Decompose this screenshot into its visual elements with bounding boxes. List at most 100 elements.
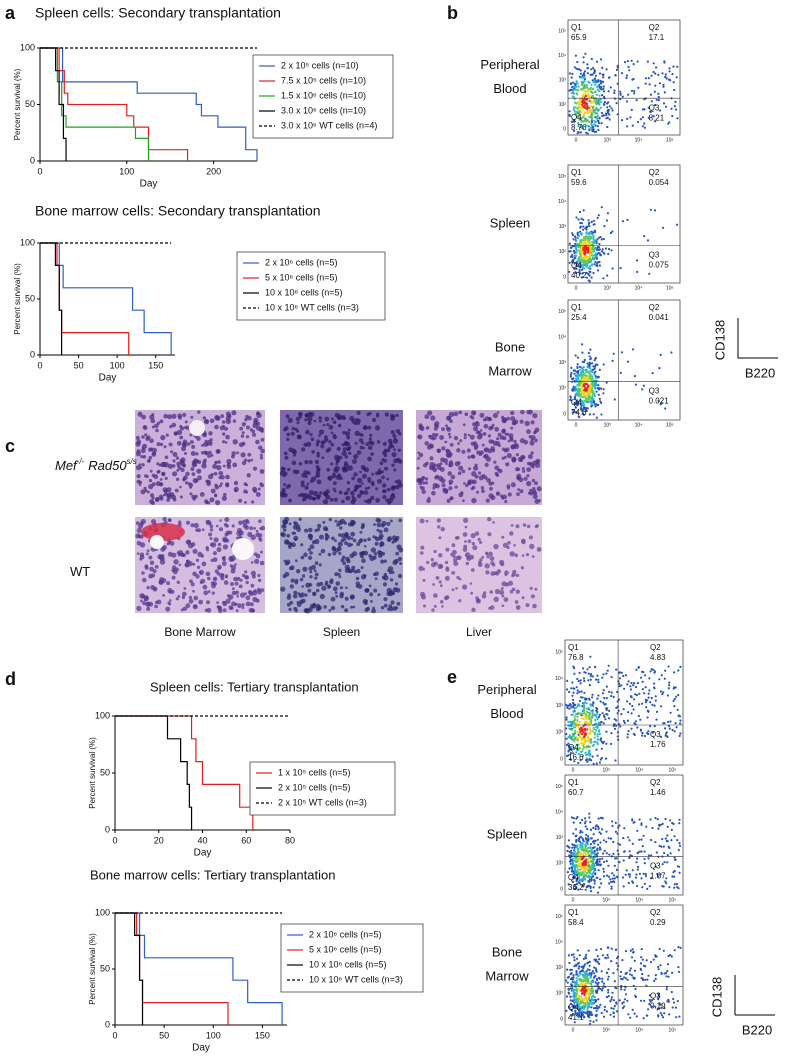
event-dot — [581, 736, 584, 740]
nucleus — [182, 412, 187, 418]
nucleus — [322, 423, 326, 427]
event-dot — [648, 677, 651, 680]
event-dot — [594, 719, 597, 722]
event-dot — [615, 857, 618, 860]
nucleus — [232, 587, 235, 591]
nucleus — [375, 497, 380, 503]
nucleus — [148, 455, 153, 460]
flow-y-tick-label: 10³ — [559, 360, 567, 366]
event-dot — [595, 1013, 598, 1017]
event-dot — [663, 677, 666, 680]
event-dot — [641, 731, 644, 735]
nucleus — [135, 521, 140, 525]
nucleus — [148, 484, 154, 490]
event-dot — [576, 366, 579, 369]
event-dot — [602, 722, 605, 725]
event-dot — [585, 838, 588, 841]
event-dot — [585, 981, 588, 984]
event-dot — [654, 72, 657, 75]
event-dot — [597, 817, 600, 820]
event-dot — [588, 224, 591, 228]
event-dot — [599, 101, 603, 104]
event-dot — [581, 371, 585, 374]
event-dot — [620, 351, 624, 354]
event-dot — [599, 832, 603, 835]
nucleus — [185, 550, 190, 555]
nucleus — [519, 419, 524, 424]
event-dot — [595, 257, 599, 260]
quadrant-value: 41.1 — [568, 1013, 584, 1022]
nucleus — [317, 494, 321, 498]
flow-x-tick-label: 10⁴ — [635, 422, 643, 428]
nucleus — [260, 448, 266, 454]
event-dot — [670, 990, 673, 994]
event-dot — [598, 962, 601, 966]
event-dot — [592, 101, 595, 104]
nucleus — [506, 453, 512, 459]
quadrant-name: Q1 — [571, 168, 582, 177]
event-dot — [625, 869, 628, 872]
event-dot — [652, 958, 655, 961]
event-dot — [582, 957, 586, 961]
event-dot — [572, 702, 575, 706]
event-dot — [579, 843, 582, 846]
nucleus — [139, 466, 143, 469]
event-dot — [646, 1014, 649, 1017]
event-dot — [571, 999, 575, 1002]
event-dot — [578, 690, 581, 694]
event-dot — [568, 727, 571, 730]
event-dot — [575, 411, 578, 414]
event-dot — [657, 827, 660, 830]
event-dot — [582, 228, 585, 231]
blood-vessel — [141, 523, 185, 541]
event-dot — [582, 853, 585, 856]
event-dot — [604, 247, 608, 250]
event-dot — [627, 730, 630, 733]
nucleus — [192, 562, 196, 566]
event-dot — [590, 837, 593, 840]
nucleus — [316, 479, 322, 485]
event-dot — [586, 735, 590, 738]
event-dot — [584, 84, 587, 87]
quadrant-name: Q2 — [650, 643, 661, 652]
event-dot — [612, 874, 616, 877]
event-dot — [644, 978, 647, 981]
event-dot — [569, 735, 572, 738]
nucleus — [147, 490, 150, 494]
event-dot — [589, 348, 592, 351]
event-dot — [616, 690, 619, 694]
event-dot — [575, 817, 578, 820]
nucleus — [217, 564, 222, 570]
nucleus — [160, 554, 165, 558]
quadrant-value: 0.075 — [649, 260, 670, 269]
nucleus — [226, 464, 232, 470]
event-dot — [664, 105, 668, 108]
event-dot — [565, 703, 568, 706]
nucleus — [425, 461, 429, 466]
nucleus — [171, 413, 177, 419]
nucleus — [356, 410, 361, 415]
event-dot — [642, 671, 645, 674]
event-dot — [581, 842, 584, 845]
event-dot — [613, 1005, 616, 1008]
nucleus — [471, 497, 477, 504]
event-dot — [588, 1002, 591, 1005]
quadrant-value: 16.6 — [568, 753, 584, 762]
event-dot — [578, 374, 581, 377]
event-dot — [570, 725, 573, 728]
event-dot — [572, 377, 575, 380]
event-dot — [583, 74, 586, 77]
event-dot — [637, 865, 640, 869]
event-dot — [582, 87, 586, 90]
event-dot — [602, 392, 605, 395]
flow-y-tick-label: 10⁵ — [558, 29, 566, 35]
nucleus — [151, 519, 157, 525]
event-dot — [613, 398, 616, 401]
event-dot — [591, 240, 594, 243]
event-dot — [587, 279, 590, 282]
event-dot — [582, 366, 585, 369]
nucleus — [158, 580, 164, 585]
event-dot — [674, 100, 677, 103]
legend-label: 2 x 10⁵ WT cells (n=3) — [278, 797, 367, 807]
event-dot — [581, 705, 584, 708]
